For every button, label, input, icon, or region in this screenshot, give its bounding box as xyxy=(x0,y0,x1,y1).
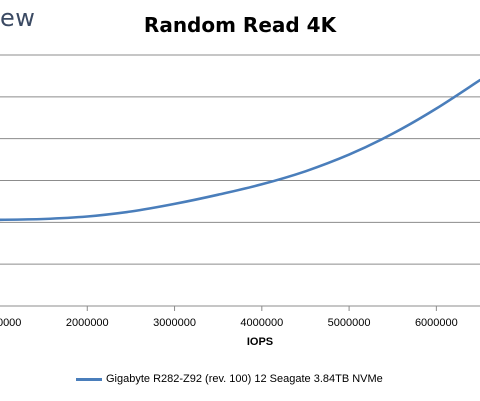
x-tick-label: 2000000 xyxy=(66,317,109,329)
x-tick-label: 1000000 xyxy=(0,317,21,329)
x-tick-labels: 2000000 3000000 4000000 5000000 6000000 10000… xyxy=(0,306,458,329)
legend-swatch xyxy=(76,377,102,381)
brand-logo-fragment: ew xyxy=(0,4,36,32)
x-tick-label: 4000000 xyxy=(240,317,283,329)
gridlines xyxy=(0,54,480,265)
x-tick-label: 3000000 xyxy=(153,317,196,329)
x-tick-label: 6000000 xyxy=(415,317,458,329)
legend: Gigabyte R282-Z92 (rev. 100) 12 Seagate … xyxy=(76,373,383,385)
x-axis-title: IOPS xyxy=(246,336,274,348)
series-layer xyxy=(0,78,480,222)
x-tick-label: 5000000 xyxy=(328,317,371,329)
legend-label: Gigabyte R282-Z92 (rev. 100) 12 Seagate … xyxy=(106,373,383,385)
series-line-0 xyxy=(0,78,480,222)
chart-title: Random Read 4K xyxy=(143,13,337,37)
